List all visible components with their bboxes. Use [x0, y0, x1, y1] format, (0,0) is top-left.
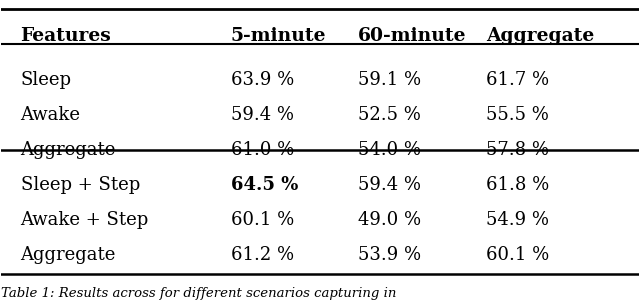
Text: 61.8 %: 61.8 % — [486, 176, 549, 194]
Text: Table 1: Results across for different scenarios capturing in: Table 1: Results across for different sc… — [1, 287, 397, 300]
Text: 49.0 %: 49.0 % — [358, 211, 421, 229]
Text: 57.8 %: 57.8 % — [486, 141, 548, 159]
Text: 60.1 %: 60.1 % — [486, 246, 549, 264]
Text: Aggregate: Aggregate — [20, 246, 116, 264]
Text: 52.5 %: 52.5 % — [358, 106, 421, 124]
Text: Aggregate: Aggregate — [20, 141, 116, 159]
Text: 59.4 %: 59.4 % — [231, 106, 294, 124]
Text: 55.5 %: 55.5 % — [486, 106, 548, 124]
Text: 63.9 %: 63.9 % — [231, 71, 294, 89]
Text: 59.1 %: 59.1 % — [358, 71, 421, 89]
Text: 53.9 %: 53.9 % — [358, 246, 421, 264]
Text: Sleep + Step: Sleep + Step — [20, 176, 140, 194]
Text: 61.2 %: 61.2 % — [231, 246, 294, 264]
Text: 54.0 %: 54.0 % — [358, 141, 421, 159]
Text: 61.0 %: 61.0 % — [231, 141, 294, 159]
Text: 59.4 %: 59.4 % — [358, 176, 421, 194]
Text: Features: Features — [20, 26, 111, 45]
Text: Aggregate: Aggregate — [486, 26, 594, 45]
Text: Awake: Awake — [20, 106, 81, 124]
Text: 54.9 %: 54.9 % — [486, 211, 548, 229]
Text: 64.5 %: 64.5 % — [231, 176, 298, 194]
Text: 60-minute: 60-minute — [358, 26, 467, 45]
Text: Awake + Step: Awake + Step — [20, 211, 148, 229]
Text: 61.7 %: 61.7 % — [486, 71, 549, 89]
Text: 60.1 %: 60.1 % — [231, 211, 294, 229]
Text: Sleep: Sleep — [20, 71, 72, 89]
Text: 5-minute: 5-minute — [231, 26, 326, 45]
